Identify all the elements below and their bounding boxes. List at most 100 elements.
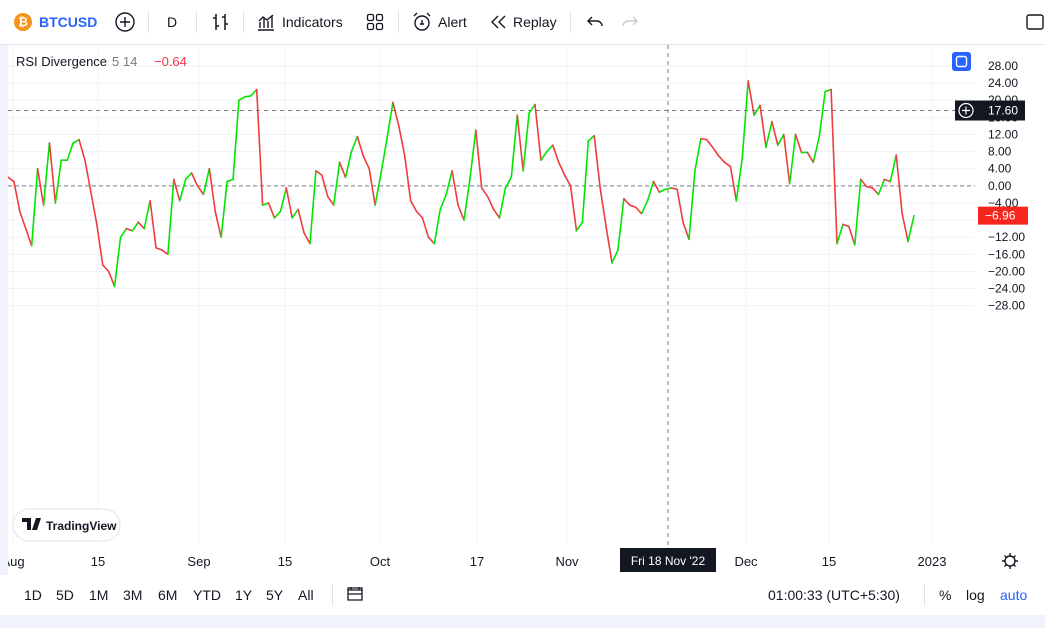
- rsi-segment: [765, 120, 773, 149]
- rsi-segment: [13, 180, 21, 213]
- grid: [8, 45, 975, 545]
- range-button-6m[interactable]: 6M: [158, 587, 178, 603]
- rsi-segment: [593, 134, 601, 189]
- time-axis-settings[interactable]: [1002, 553, 1018, 569]
- compare-button[interactable]: [114, 8, 136, 36]
- rsi-segment: [161, 249, 169, 256]
- chart-type-button[interactable]: [210, 8, 232, 36]
- fullscreen-button[interactable]: [1025, 8, 1045, 36]
- rsi-segment: [646, 180, 655, 202]
- rsi-segment: [877, 178, 886, 196]
- clock-timezone[interactable]: 01:00:33 (UTC+5:30): [768, 587, 900, 603]
- tradingview-watermark[interactable]: TradingView: [12, 508, 121, 542]
- range-button-5y[interactable]: 5Y: [266, 587, 284, 603]
- range-button-all[interactable]: All: [298, 587, 314, 603]
- rsi-segment: [777, 133, 785, 146]
- rsi-segment: [782, 133, 791, 185]
- add-alert-icon[interactable]: [958, 102, 974, 119]
- rsi-segment: [380, 137, 388, 174]
- undo-button[interactable]: [585, 8, 605, 36]
- range-button-ytd[interactable]: YTD: [193, 587, 221, 603]
- rsi-segment: [848, 225, 856, 246]
- rsi-segment: [486, 195, 495, 211]
- rsi-segment: [72, 138, 80, 144]
- rsi-segment: [184, 172, 193, 181]
- rsi-segment: [640, 200, 649, 215]
- rsi-segment: [569, 185, 578, 232]
- rsi-segment: [96, 223, 104, 266]
- watermark-label: TradingView: [46, 519, 117, 533]
- range-button-1m[interactable]: 1M: [89, 587, 109, 603]
- rsi-segment: [901, 212, 909, 243]
- rsi-segment: [84, 159, 92, 194]
- rsi-segment: [214, 210, 222, 238]
- rsi-segment: [36, 167, 45, 206]
- rsi-segment: [753, 104, 761, 117]
- range-button-1d[interactable]: 1D: [24, 587, 42, 603]
- y-tick-label: 0.00: [988, 179, 1012, 193]
- y-tick-label: 28.00: [988, 59, 1018, 73]
- rsi-segment: [859, 178, 868, 188]
- rsi-segment: [717, 155, 726, 164]
- top-toolbar: ₿ BTCUSD D Indicators Alert Replay: [0, 0, 1045, 45]
- rsi-series: [7, 80, 915, 288]
- rsi-segment: [285, 187, 294, 219]
- rsi-divergence-chart[interactable]: 28.0024.0020.0016.0012.008.004.000.00−4.…: [1, 45, 1045, 575]
- range-button-3m[interactable]: 3M: [123, 587, 143, 603]
- rsi-segment: [208, 167, 217, 213]
- rsi-segment: [279, 187, 288, 213]
- rsi-segment: [522, 112, 530, 172]
- grid-layout-icon: [366, 13, 384, 31]
- rsi-segment: [409, 200, 418, 213]
- time-axis[interactable]: Aug 15 Sep 15 Oct 17 Nov Dec 15 2023: [1, 554, 946, 569]
- indicators-button[interactable]: Indicators: [256, 8, 343, 36]
- rsi-segment: [439, 193, 447, 211]
- rsi-segment: [688, 170, 696, 241]
- price-axis[interactable]: 28.0024.0020.0016.0012.008.004.000.00−4.…: [988, 59, 1025, 313]
- alarm-clock-icon: [413, 12, 431, 31]
- range-button-5d[interactable]: 5D: [56, 587, 74, 603]
- x-tick-label: 17: [470, 554, 484, 569]
- replay-button[interactable]: Replay: [489, 8, 557, 36]
- x-tick-label: Aug: [8, 554, 25, 569]
- y-tick-label: 4.00: [988, 162, 1012, 176]
- rsi-segment: [741, 80, 749, 159]
- toolbar-divider: [398, 11, 399, 33]
- y-tick-label: −20.00: [988, 264, 1025, 278]
- y-tick-label: −12.00: [988, 230, 1025, 244]
- pane-settings-button[interactable]: [952, 52, 971, 71]
- log-toggle[interactable]: log: [966, 587, 985, 603]
- symbol-search[interactable]: ₿ BTCUSD: [14, 8, 97, 36]
- layouts-button[interactable]: [366, 8, 384, 36]
- auto-scale-toggle[interactable]: auto: [1000, 587, 1028, 603]
- rsi-segment: [238, 96, 246, 102]
- toolbar-divider: [570, 11, 571, 33]
- rsi-segment: [676, 188, 684, 224]
- y-tick-label: −4.00: [988, 196, 1019, 210]
- rsi-segment: [421, 217, 430, 238]
- range-button-1y[interactable]: 1Y: [235, 587, 253, 603]
- rsi-segment: [332, 161, 341, 206]
- interval-button[interactable]: D: [167, 8, 177, 36]
- rsi-segment: [587, 134, 596, 142]
- rsi-segment: [729, 165, 738, 202]
- rsi-segment: [226, 178, 234, 183]
- alert-button[interactable]: Alert: [411, 8, 467, 36]
- redo-button[interactable]: [620, 8, 640, 36]
- percent-toggle[interactable]: %: [939, 587, 952, 603]
- indicators-icon: [258, 14, 274, 31]
- rsi-segment: [883, 178, 892, 183]
- last-value-text: −6.96: [985, 209, 1016, 223]
- y-tick-label: 24.00: [988, 76, 1018, 90]
- rsi-segment: [557, 161, 566, 176]
- rsi-segment: [599, 187, 607, 228]
- rsi-segment: [149, 200, 157, 249]
- rsi-segment: [297, 208, 305, 234]
- rsi-segment: [771, 120, 779, 146]
- x-tick-label: Nov: [555, 554, 579, 569]
- calendar-range-icon: [347, 587, 363, 601]
- goto-date-button[interactable]: [346, 585, 364, 606]
- square-icon: [1026, 14, 1044, 30]
- y-tick-label: 8.00: [988, 145, 1012, 159]
- chart-pane[interactable]: 28.0024.0020.0016.0012.008.004.000.00−4.…: [1, 45, 1045, 575]
